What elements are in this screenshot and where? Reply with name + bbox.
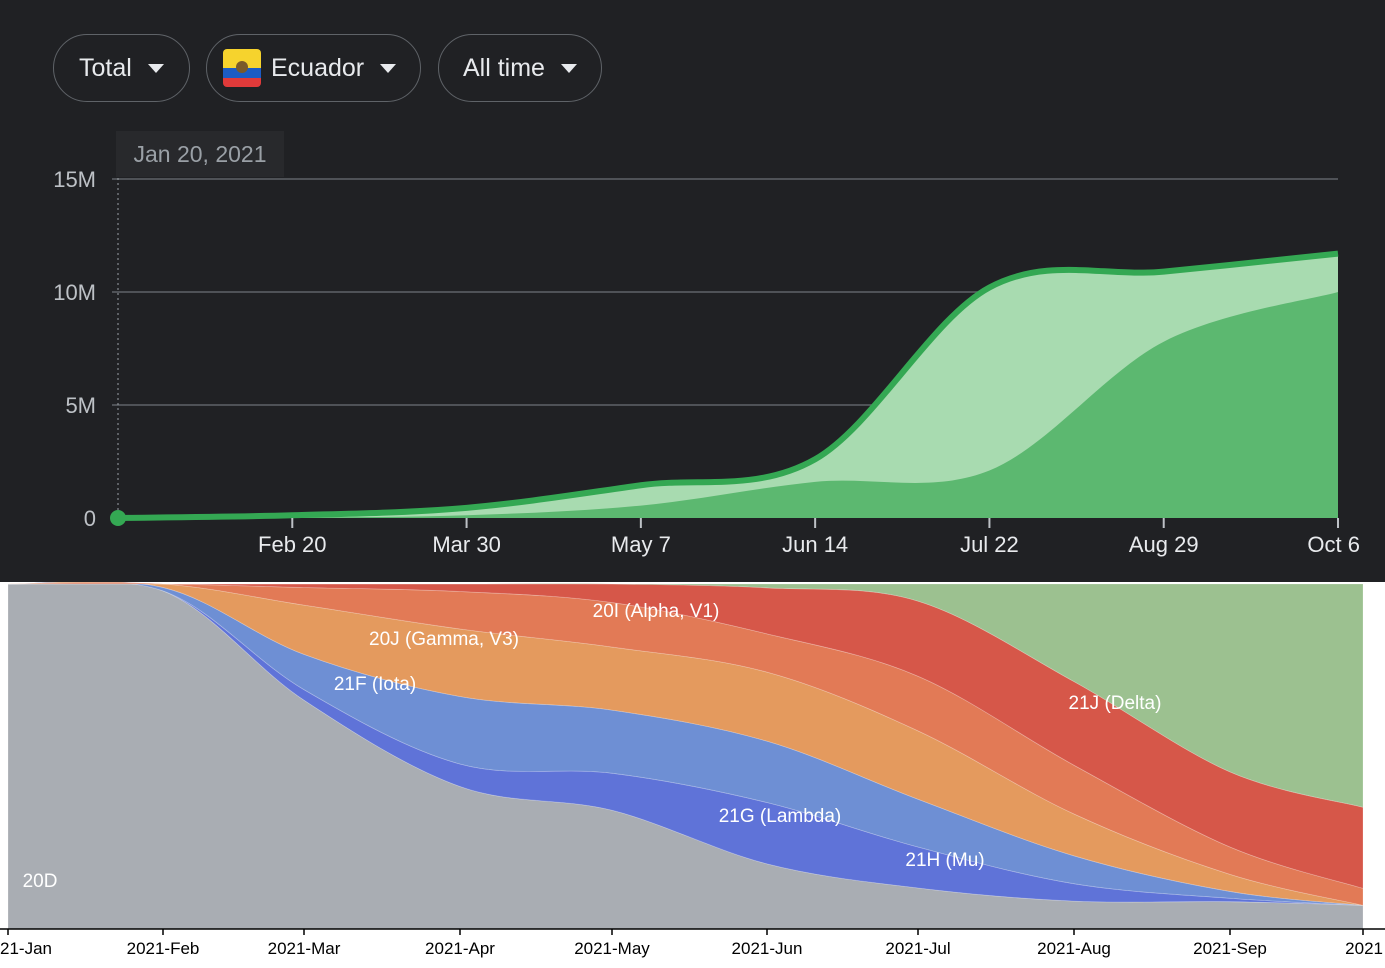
metric-dropdown[interactable]: Total	[53, 34, 190, 102]
y-tick-label: 5M	[65, 393, 96, 418]
time-range-label: All time	[463, 53, 545, 82]
y-tick-label: 10M	[53, 280, 96, 305]
series-area-full	[118, 292, 1338, 518]
x-tick-label: 2021-Apr	[425, 939, 495, 958]
x-tick-label: 2021-Sep	[1193, 939, 1267, 958]
variant-label: 21H (Mu)	[905, 850, 984, 871]
x-tick-label: 21-Jan	[0, 939, 52, 958]
ecuador-flag-icon	[223, 49, 261, 87]
x-tick-label: 2021-Mar	[268, 939, 341, 958]
date-tooltip: Jan 20, 2021	[116, 131, 284, 177]
caret-down-icon	[560, 63, 577, 73]
x-tick-label: 2021-Feb	[127, 939, 200, 958]
x-tick-label: May 7	[611, 532, 671, 557]
x-tick-label: Jun 14	[782, 532, 848, 557]
variant-label: 21J (Delta)	[1069, 693, 1162, 714]
x-tick-label: 2021-Jun	[732, 939, 803, 958]
caret-down-icon	[380, 63, 397, 73]
variant-label: 20J (Gamma, V3)	[369, 629, 519, 650]
x-tick-label: 2021-May	[574, 939, 650, 958]
x-tick-label: 2021	[1345, 939, 1383, 958]
y-tick-label: 15M	[53, 167, 96, 192]
series-line-total	[117, 250, 1339, 521]
time-range-dropdown[interactable]: All time	[438, 34, 602, 102]
variants-chart[interactable]: 20D 20I (Alpha, V1) 20J (Gamma, V3) 21F (Io…	[0, 582, 1385, 968]
country-dropdown[interactable]: Ecuador	[206, 34, 421, 102]
variant-label: 21G (Lambda)	[719, 806, 842, 827]
hover-point	[110, 510, 126, 526]
x-tick-label: Oct 6	[1307, 532, 1360, 557]
variants-panel: 20D 20I (Alpha, V1) 20J (Gamma, V3) 21F (Io…	[0, 582, 1385, 968]
variant-label: 20I (Alpha, V1)	[593, 601, 720, 622]
variant-area	[7, 583, 1364, 808]
variant-label: 21F (Iota)	[334, 674, 416, 695]
caret-down-icon	[147, 63, 164, 73]
x-tick-label: Aug 29	[1129, 532, 1199, 557]
x-tick-label: Mar 30	[432, 532, 500, 557]
country-label: Ecuador	[271, 53, 365, 82]
x-tick-label: 2021-Jul	[885, 939, 950, 958]
x-tick-label: Jul 22	[960, 532, 1019, 557]
x-tick-label: 2021-Aug	[1037, 939, 1111, 958]
y-tick-label: 0	[84, 506, 96, 531]
variant-label: 20D	[23, 871, 58, 892]
x-tick-label: Feb 20	[258, 532, 327, 557]
metric-label: Total	[79, 53, 132, 82]
cases-panel: Total Ecuador All time 0 5M 10M 15M Feb 20 Ma…	[0, 0, 1385, 582]
plot-margin	[1363, 582, 1385, 929]
cases-chart[interactable]: 0 5M 10M 15M Feb 20 Mar 30 May 7 Jun 14 Jul 22 Au…	[0, 0, 1385, 582]
